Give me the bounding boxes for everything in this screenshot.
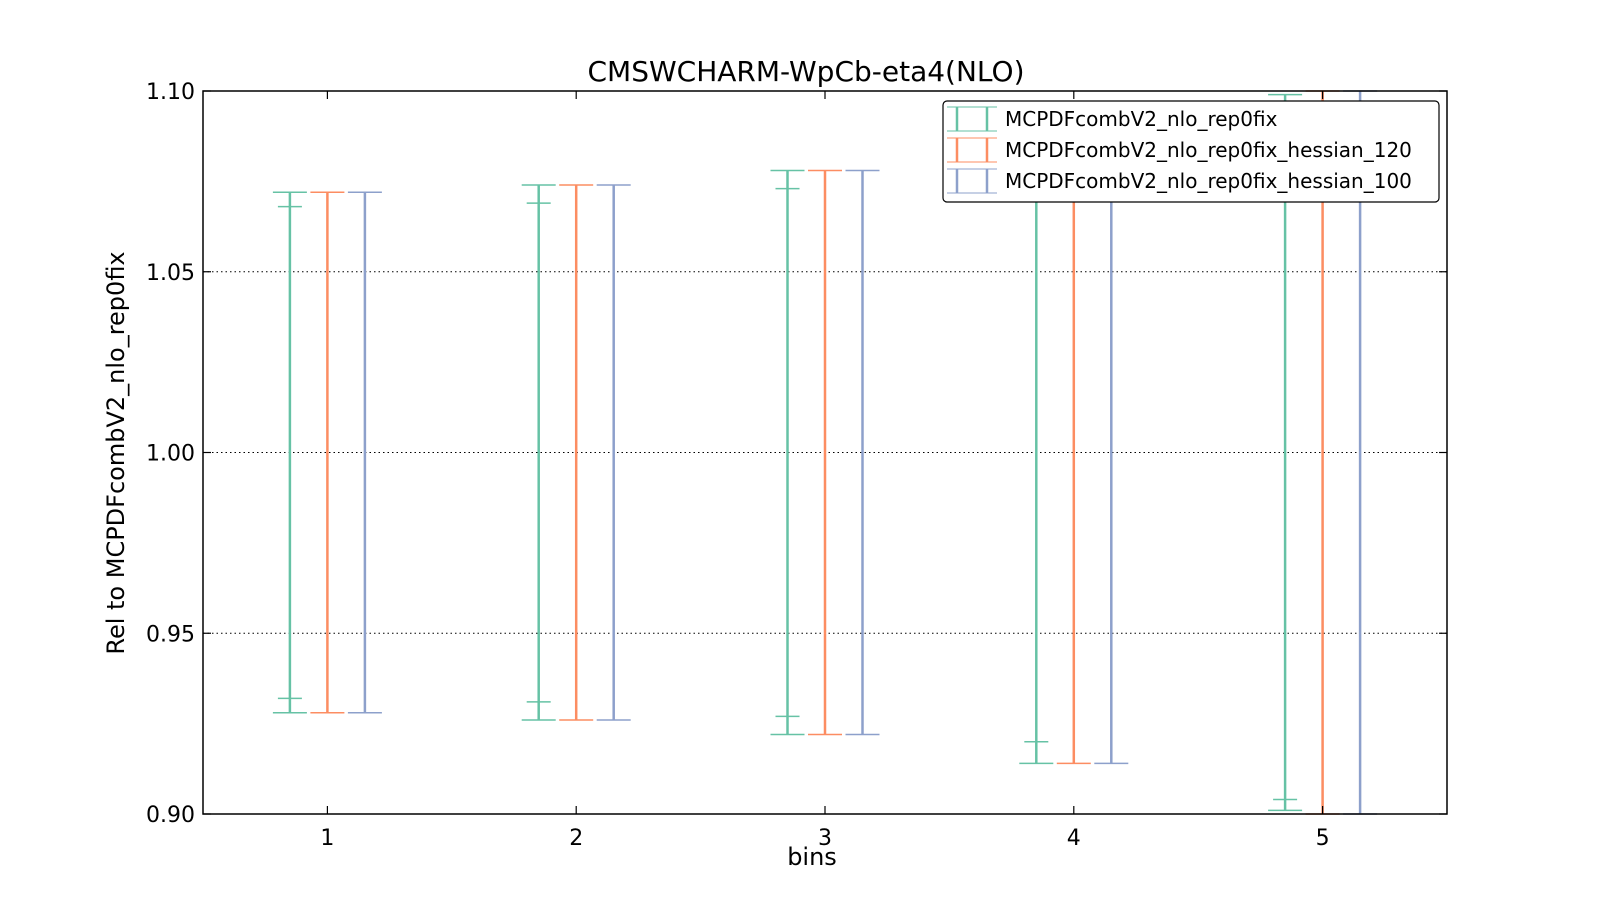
legend-label: MCPDFcombV2_nlo_rep0fix_hessian_100 [1005, 169, 1412, 193]
y-tick-label: 1.00 [146, 442, 195, 467]
ticks: 0.90 0.95 1.00 1.05 1.10 1 2 3 4 5 [146, 80, 1447, 851]
chart-title: CMSWCHARM-WpCb-eta4(NLO) [587, 55, 1024, 88]
y-tick-label: 1.05 [146, 261, 195, 286]
y-tick-label: 1.10 [146, 80, 195, 105]
x-tick-label: 4 [1067, 826, 1081, 851]
y-tick-label: 0.95 [146, 622, 195, 647]
x-tick-label: 5 [1316, 826, 1330, 851]
series-2 [310, 90, 1340, 815]
x-tick-label: 3 [818, 826, 832, 851]
y-tick-label: 0.90 [146, 803, 195, 828]
legend: MCPDFcombV2_nlo_rep0fix MCPDFcombV2_nlo_r… [942, 100, 1440, 203]
series-layer [272, 90, 1378, 815]
y-axis-title: Rel to MCPDFcombV2_nlo_rep0fix [102, 251, 130, 654]
x-tick-label: 1 [320, 826, 334, 851]
series-1 [272, 93, 1303, 812]
legend-box [942, 100, 1440, 203]
x-tick-label: 2 [569, 826, 583, 851]
x-axis-title: bins [787, 843, 837, 871]
series-3 [347, 90, 1378, 815]
legend-label: MCPDFcombV2_nlo_rep0fix [1005, 107, 1278, 131]
legend-label: MCPDFcombV2_nlo_rep0fix_hessian_120 [1005, 138, 1412, 162]
